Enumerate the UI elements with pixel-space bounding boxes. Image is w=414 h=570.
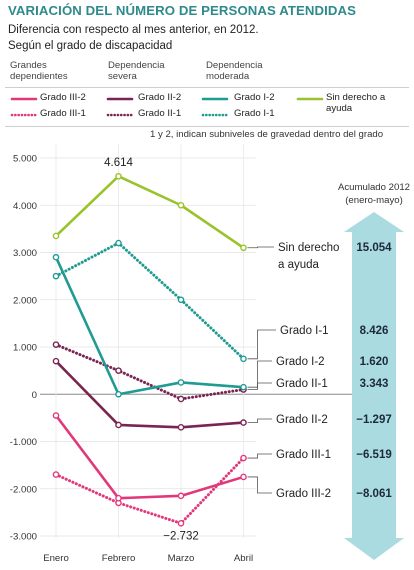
data-point-grado-i-2-febrero bbox=[115, 390, 122, 398]
data-point-grado-ii-2-enero bbox=[52, 357, 60, 365]
data-point-grado-iii-1-marzo bbox=[177, 520, 185, 527]
series-line-grado-iii-2 bbox=[54, 414, 245, 500]
chart-title: VARIACIÓN DEL NÚMERO DE PERSONAS ATENDID… bbox=[8, 3, 357, 18]
connector-grado-i-2 bbox=[247, 360, 272, 388]
y-tick-label: 5.000 bbox=[13, 154, 37, 165]
chart-subtitle-2: Según el grado de discapacidad bbox=[8, 40, 173, 52]
series-line-grado-i-2 bbox=[54, 255, 245, 396]
accumulated-heading-1: Acumulado 2012 bbox=[338, 182, 410, 193]
accumulated-total-sin-derecho-a-ayuda: 15.054 bbox=[356, 242, 392, 254]
legend-label-grado-iii-2: Grado III-2 bbox=[40, 92, 86, 103]
data-point-grado-i-1-febrero bbox=[115, 239, 122, 247]
series-label-grado-i-2: Grado I-2 bbox=[276, 356, 325, 368]
legend-group-grandes: Grandes dependientes bbox=[10, 60, 80, 82]
legend-group-label: Dependencia severa bbox=[108, 60, 165, 82]
y-tick-label: 4.000 bbox=[13, 201, 37, 212]
data-point-sin-derecho-a-ayuda-marzo bbox=[177, 201, 185, 209]
y-tick-label: 3.000 bbox=[13, 248, 37, 259]
accumulated-total-grado-iii-2: −8.061 bbox=[356, 488, 392, 500]
legend-label-grado-iii-1: Grado III-1 bbox=[40, 108, 86, 119]
series-line-grado-i-1 bbox=[54, 241, 245, 361]
y-tick-label: 0 bbox=[32, 390, 37, 401]
data-point-sin-derecho-a-ayuda-enero bbox=[52, 232, 60, 240]
data-point-grado-iii-2-enero bbox=[52, 412, 60, 419]
y-tick-label: -1.000 bbox=[10, 437, 37, 448]
annotation-peak: 4.614 bbox=[104, 157, 133, 169]
connector-sin-derecho-a-ayuda bbox=[247, 246, 274, 249]
data-point-grado-iii-2-marzo bbox=[177, 492, 185, 500]
x-tick-label: Marzo bbox=[168, 553, 195, 564]
data-point-grado-i-2-enero bbox=[52, 253, 60, 261]
series-line-grado-iii-1 bbox=[54, 456, 245, 525]
data-point-grado-i-1-marzo bbox=[177, 296, 185, 304]
data-point-grado-ii-1-febrero bbox=[115, 367, 122, 374]
legend-label-grado-ii-2: Grado II-2 bbox=[138, 92, 182, 103]
series-label-sin-derecho-a-ayuda-line-1: Sin derecho bbox=[278, 242, 339, 254]
data-point-sin-derecho-a-ayuda-abril bbox=[240, 244, 247, 252]
x-tick-label: Abril bbox=[234, 553, 253, 564]
legend-group-label: Grandes dependientes bbox=[10, 60, 68, 82]
x-tick-label: Febrero bbox=[102, 553, 136, 564]
connector-grado-iii-1 bbox=[247, 453, 272, 459]
legend-label-grado-ii-1: Grado II-1 bbox=[138, 108, 182, 119]
accumulated-total-grado-i-2: 1.620 bbox=[360, 356, 389, 368]
accumulated-total-grado-iii-1: −6.519 bbox=[356, 449, 392, 461]
data-point-grado-ii-2-febrero bbox=[115, 421, 122, 429]
legend-label-grado-i-1: Grado I-1 bbox=[234, 108, 275, 119]
series-label-grado-i-1: Grado I-1 bbox=[280, 325, 329, 337]
accumulated-total-grado-ii-1: 3.343 bbox=[360, 378, 389, 390]
connector-grado-ii-2 bbox=[247, 418, 272, 424]
legend-group-label: Dependencia moderada bbox=[206, 60, 263, 82]
chart-subtitle-1: Diferencia con respecto al mes anterior,… bbox=[8, 24, 259, 36]
data-point-grado-ii-2-marzo bbox=[177, 424, 185, 431]
data-point-grado-ii-1-enero bbox=[52, 341, 60, 348]
series-label-grado-iii-2: Grado III-2 bbox=[276, 488, 331, 500]
accumulated-heading-2: (enero-mayo) bbox=[345, 195, 403, 206]
y-tick-label: 2.000 bbox=[13, 295, 37, 306]
connector-grado-ii-1 bbox=[247, 382, 272, 390]
data-point-grado-ii-1-marzo bbox=[177, 395, 185, 403]
annotation-trough: −2.732 bbox=[163, 530, 199, 542]
series-label-grado-iii-1: Grado III-1 bbox=[276, 449, 331, 461]
data-point-grado-iii-2-abril bbox=[240, 473, 247, 481]
series-label-sin-derecho-a-ayuda-line-2: a ayuda bbox=[278, 259, 320, 271]
y-tick-label: 1.000 bbox=[13, 343, 37, 354]
series-label-grado-ii-1: Grado II-1 bbox=[276, 378, 328, 390]
legend bbox=[5, 87, 409, 127]
series-line-grado-ii-1 bbox=[54, 343, 245, 401]
legend-note: 1 y 2, indican subniveles de gravedad de… bbox=[150, 129, 384, 140]
legend-group-moderada: Dependencia moderada bbox=[206, 60, 276, 82]
legend-label-sin-derecho: Sin derecho a ayuda bbox=[326, 92, 386, 114]
accumulated-arrow-band bbox=[344, 212, 404, 560]
connector-grado-i-1 bbox=[247, 329, 276, 360]
accumulated-total-grado-ii-2: −1.297 bbox=[356, 414, 392, 426]
legend-group-severa: Dependencia severa bbox=[108, 60, 178, 82]
series-line-sin-derecho-a-ayuda bbox=[54, 174, 245, 250]
data-point-grado-i-2-marzo bbox=[177, 379, 185, 386]
data-point-grado-i-2-abril bbox=[240, 383, 247, 391]
legend-label-grado-i-2: Grado I-2 bbox=[234, 92, 275, 103]
data-point-grado-iii-2-febrero bbox=[115, 494, 122, 502]
series-label-grado-ii-2: Grado II-2 bbox=[276, 414, 328, 426]
data-point-grado-i-1-abril bbox=[240, 355, 247, 363]
data-point-grado-ii-2-abril bbox=[240, 419, 247, 426]
data-point-grado-iii-1-abril bbox=[240, 454, 247, 462]
data-point-grado-iii-1-enero bbox=[52, 471, 60, 478]
y-tick-label: -2.000 bbox=[10, 484, 37, 495]
data-point-grado-i-1-enero bbox=[52, 272, 60, 280]
y-tick-label: -3.000 bbox=[10, 532, 37, 543]
x-tick-label: Enero bbox=[43, 553, 69, 564]
connector-grado-iii-2 bbox=[247, 476, 272, 494]
accumulated-total-grado-i-1: 8.426 bbox=[360, 325, 389, 337]
data-point-sin-derecho-a-ayuda-febrero bbox=[115, 172, 122, 180]
series-line-grado-ii-2 bbox=[54, 359, 245, 429]
